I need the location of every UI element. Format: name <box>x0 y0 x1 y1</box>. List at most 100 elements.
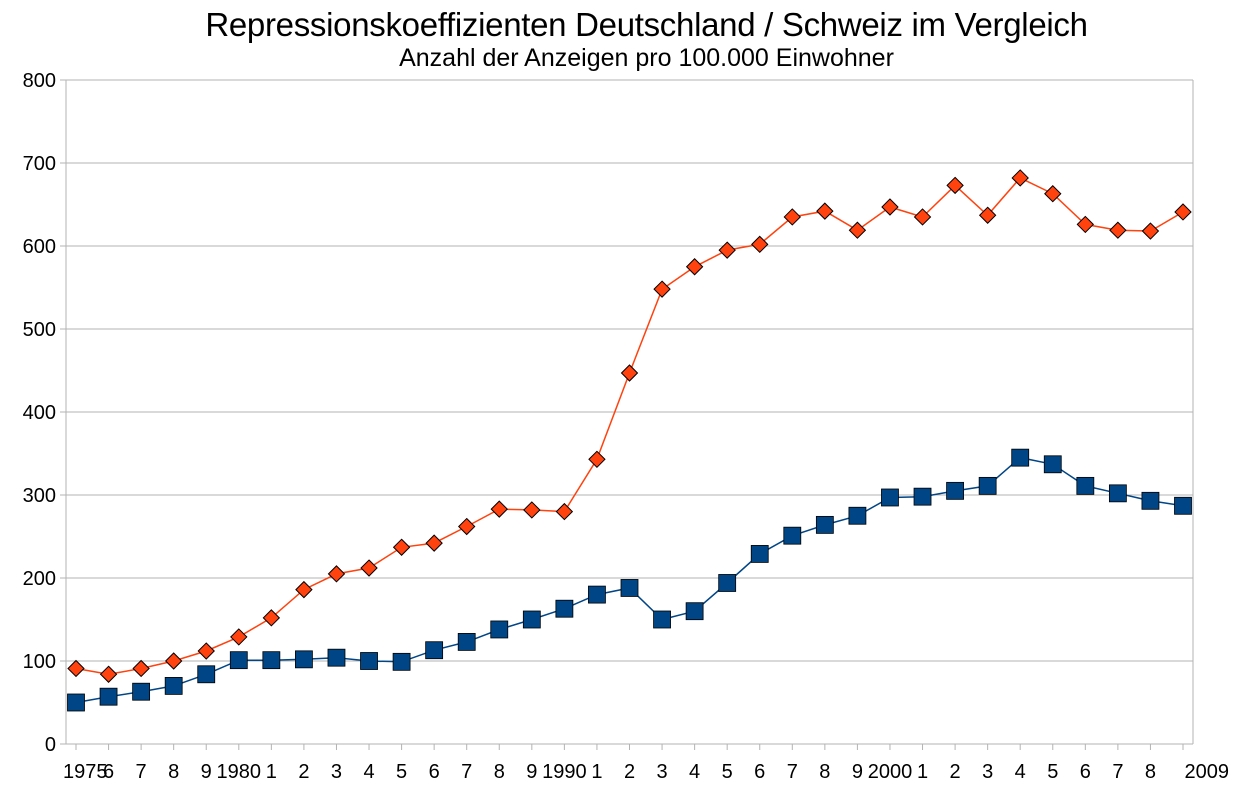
data-point <box>523 501 541 519</box>
data-point <box>978 476 997 495</box>
axes <box>60 79 1194 750</box>
y-tick-label: 700 <box>23 153 56 175</box>
y-tick-label: 300 <box>23 485 56 507</box>
data-point <box>978 206 997 224</box>
data-point <box>588 585 606 604</box>
data-point <box>360 652 378 670</box>
x-tick-label: 4 <box>1015 761 1026 783</box>
data-point <box>229 651 248 670</box>
data-point <box>327 648 346 667</box>
y-tick-label: 400 <box>23 402 56 424</box>
data-point <box>295 580 313 599</box>
data-point <box>1011 448 1030 467</box>
data-point <box>67 659 85 678</box>
x-tick-label: 8 <box>1145 761 1156 783</box>
x-tick-label: 7 <box>1112 761 1123 783</box>
x-tick-label: 2 <box>950 761 961 783</box>
x-tick-label: 6 <box>429 761 440 783</box>
data-point <box>1174 203 1192 221</box>
x-tick-label: 3 <box>331 761 342 783</box>
x-tick-label: 5 <box>1047 761 1058 783</box>
x-tick-label: 9 <box>852 761 863 783</box>
data-point <box>132 682 151 701</box>
data-point <box>881 488 899 507</box>
data-point <box>425 534 443 552</box>
data-point <box>392 652 411 671</box>
chart-title: Repressionskoeffizienten Deutschland / S… <box>205 6 1088 43</box>
series-area <box>67 169 1192 712</box>
y-tick-label: 600 <box>23 236 56 258</box>
data-point <box>99 687 118 706</box>
data-point <box>751 235 769 254</box>
data-point <box>588 450 606 469</box>
data-point <box>230 628 248 646</box>
x-tick-label: 1990 <box>542 761 587 783</box>
data-point <box>327 565 346 583</box>
data-point <box>262 651 281 670</box>
data-point <box>425 641 444 660</box>
data-point <box>1174 496 1192 515</box>
series-square <box>67 448 1192 712</box>
x-tick-label: 2000 <box>868 761 913 783</box>
x-tick-label: 2009 <box>1185 761 1230 783</box>
data-point <box>295 650 313 669</box>
data-point <box>815 515 834 534</box>
x-tick-label: 3 <box>656 761 667 783</box>
data-point <box>783 526 802 545</box>
series-line <box>75 176 1184 676</box>
data-point <box>913 487 932 506</box>
data-point <box>164 677 183 695</box>
data-point <box>490 620 509 639</box>
data-point <box>197 642 215 660</box>
data-point <box>457 633 476 651</box>
data-point <box>1043 455 1062 474</box>
x-tick-label: 2 <box>624 761 635 783</box>
data-point <box>490 500 508 518</box>
data-point <box>946 176 964 195</box>
data-point <box>946 481 964 500</box>
x-tick-label: 4 <box>689 761 700 783</box>
y-tick-label: 800 <box>23 70 56 92</box>
data-point <box>1076 476 1095 495</box>
x-tick-label: 1 <box>917 761 928 783</box>
x-tick-label: 7 <box>787 761 798 783</box>
data-point <box>783 208 802 226</box>
y-tick-label: 100 <box>23 651 56 673</box>
series-diamond <box>67 169 1192 683</box>
x-tick-label: 1 <box>266 761 277 783</box>
data-point <box>522 610 541 629</box>
data-point <box>1076 215 1095 234</box>
x-tick-label: 6 <box>754 761 765 783</box>
data-point <box>620 364 639 382</box>
x-tick-label: 5 <box>396 761 407 783</box>
x-tick-label: 7 <box>136 761 147 783</box>
y-tick-label: 200 <box>23 568 56 590</box>
x-tick-label: 3 <box>982 761 993 783</box>
y-tick-label: 500 <box>23 319 56 341</box>
data-point <box>555 599 574 618</box>
data-point <box>653 610 671 629</box>
x-tick-label: 8 <box>494 761 505 783</box>
data-point <box>685 602 704 621</box>
x-tick-label: 8 <box>819 761 830 783</box>
data-point <box>1044 185 1062 203</box>
x-tick-label: 1 <box>591 761 602 783</box>
data-point <box>685 258 704 276</box>
data-point <box>620 579 639 597</box>
data-point <box>816 202 834 220</box>
x-tick-label: 6 <box>103 761 114 783</box>
x-tick-label: 6 <box>1080 761 1091 783</box>
data-point <box>360 559 378 577</box>
chart-subtitle: Anzahl der Anzeigen pro 100.000 Einwohne… <box>399 44 894 72</box>
x-tick-label: 2 <box>298 761 309 783</box>
data-point <box>653 280 671 298</box>
gridlines <box>66 79 1193 662</box>
data-point <box>848 506 867 525</box>
data-point <box>750 545 769 563</box>
data-point <box>132 659 150 678</box>
y-tick-label: 0 <box>45 734 56 756</box>
data-point <box>555 502 574 521</box>
data-point <box>881 198 899 216</box>
